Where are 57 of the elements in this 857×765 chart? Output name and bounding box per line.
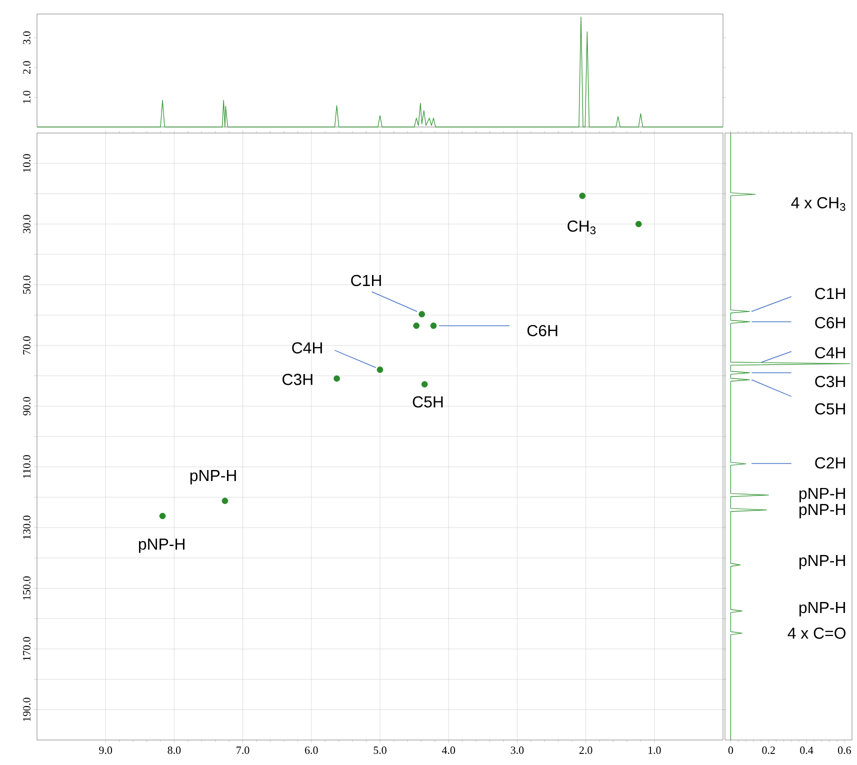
annotation: CH$_{3}$	[568, 220, 596, 234]
y-tick-label: 110.0	[23, 455, 30, 478]
y-tick-label: 2.0	[23, 61, 30, 74]
x-tick-label: 9.0	[99, 746, 112, 754]
y-tick-label: 70.0	[23, 336, 30, 354]
annotation: 4 x C=O	[788, 628, 846, 639]
x-tick-label: 3.0	[510, 746, 524, 754]
point	[413, 322, 420, 329]
point	[418, 311, 426, 318]
x-tick-label: 5.0	[374, 746, 386, 754]
point	[376, 366, 384, 373]
annotation: C2H	[815, 457, 845, 469]
annotation: C4H	[815, 347, 845, 358]
y-tick-label: 190.0	[23, 698, 30, 722]
annotation: C6H	[527, 324, 558, 336]
annotation: C5H	[815, 403, 845, 415]
x-tick-label: 6.0	[305, 746, 318, 754]
x-tick-label: 1.0	[648, 746, 661, 754]
x-tick-label: 8.0	[168, 746, 181, 754]
point	[579, 192, 586, 200]
annotation: pNP-H	[190, 470, 236, 484]
y-tick-label: 3.0	[23, 31, 30, 44]
annotation: C3H	[815, 376, 845, 388]
point	[334, 375, 340, 382]
point	[159, 512, 166, 520]
point	[635, 220, 642, 228]
annotation: C3H	[282, 374, 312, 386]
annotation: pNP-H	[799, 504, 845, 518]
y-tick-label: 90.0	[23, 396, 30, 416]
point	[421, 381, 428, 388]
line-series	[36, 16, 724, 128]
y-tick-label: 10.0	[23, 154, 30, 172]
y-tick-label: 1.0	[23, 90, 30, 104]
annotation: 4 x CH$_{3}$	[791, 197, 846, 211]
annotation: C1H	[815, 288, 845, 300]
annotation: pNP-H	[799, 555, 845, 570]
annotation: pNP-H	[138, 538, 184, 553]
y-tick-label: 150.0	[23, 576, 30, 600]
annotation: C6H	[815, 317, 845, 328]
x-tick-label: 7.0	[236, 746, 250, 754]
annotation: C4H	[292, 342, 322, 354]
y-tick-label: 50.0	[23, 276, 30, 294]
y-tick-label: 130.0	[23, 516, 30, 539]
annotation: C5H	[412, 396, 443, 408]
point	[430, 322, 437, 329]
x-tick-label: 0.6	[838, 746, 851, 754]
annotation: pNP-H	[799, 488, 845, 502]
y-tick-label: 30.0	[23, 214, 30, 234]
x-tick-label: 0.4	[800, 746, 814, 754]
annotation: C1H	[351, 274, 381, 286]
x-tick-label: 0	[728, 746, 734, 754]
x-tick-label: 4.0	[442, 746, 456, 754]
y-tick-label: 170.0	[23, 637, 30, 660]
annotation: pNP-H	[799, 602, 845, 616]
x-tick-label: 2.0	[579, 746, 592, 754]
x-tick-label: 0.2	[762, 746, 775, 754]
point	[222, 498, 228, 504]
